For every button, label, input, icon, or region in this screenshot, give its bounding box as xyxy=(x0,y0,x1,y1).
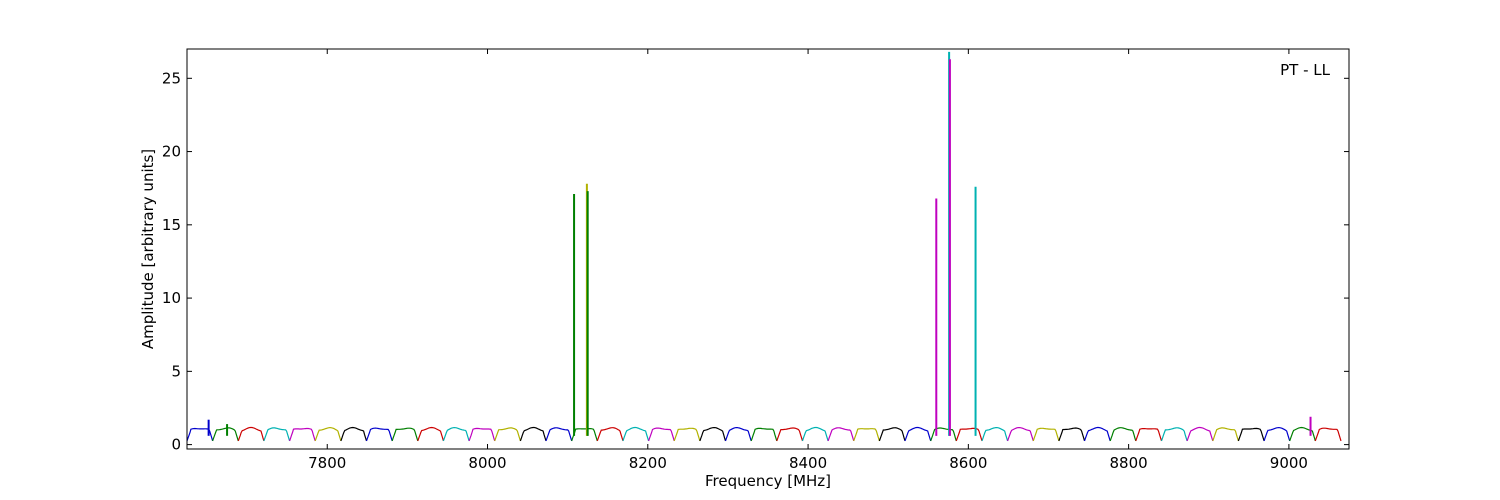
y-tick-label: 15 xyxy=(162,216,181,234)
spectrum-band-line xyxy=(981,427,1009,442)
y-tick-label: 0 xyxy=(171,436,181,454)
spectrum-band-line xyxy=(596,427,624,442)
spectrum-band-line xyxy=(776,427,804,442)
spectrum-band-line xyxy=(878,427,906,442)
spectrum-band-line xyxy=(365,427,393,442)
spectrum-band-line xyxy=(1237,427,1265,442)
spectrum-band-line xyxy=(289,427,316,442)
spectrum-band-line xyxy=(417,426,444,442)
spectrum-band-line xyxy=(648,427,675,442)
x-axis-ticks: 7800 8000 8200 8400 8600 8800 9000 xyxy=(308,49,1308,472)
plot-background xyxy=(187,49,1349,449)
spectrum-band-line xyxy=(1007,427,1034,442)
x-tick-label: 7800 xyxy=(308,454,346,472)
spectrum-band-line xyxy=(263,427,291,442)
x-tick-label: 8600 xyxy=(949,454,987,472)
spectrum-band-line xyxy=(212,427,239,442)
spectrum-band-line xyxy=(468,427,496,442)
spectrum-band-line xyxy=(340,426,368,442)
spectrum-band-line xyxy=(622,426,650,442)
spectrum-band-line xyxy=(571,428,598,442)
y-tick-label: 10 xyxy=(162,289,181,307)
x-tick-label: 8200 xyxy=(629,454,667,472)
spectrum-band-line xyxy=(955,427,983,442)
spectrum-band-line xyxy=(494,427,521,442)
spectrum-band-line xyxy=(1032,427,1060,442)
x-tick-label: 9000 xyxy=(1270,454,1308,472)
x-tick-label: 8800 xyxy=(1110,454,1148,472)
spectrum-band-line xyxy=(1314,427,1342,442)
spectrum-band-line xyxy=(1186,426,1214,442)
x-axis-label: Frequency [MHz] xyxy=(705,472,831,490)
x-tick-label: 8400 xyxy=(789,454,827,472)
spectrum-band-line xyxy=(673,427,701,442)
y-tick-label: 25 xyxy=(162,69,181,87)
spectrum-band-line xyxy=(750,427,778,442)
spectrum-band-line xyxy=(1212,427,1239,442)
y-tick-label: 5 xyxy=(171,362,181,380)
spectrum-spikes xyxy=(207,51,1312,436)
spectrum-band-line xyxy=(853,428,880,442)
spectrum-band-line xyxy=(904,426,932,442)
chart-annotation: PT - LL xyxy=(1280,61,1331,79)
spectrum-band-line xyxy=(314,426,342,442)
spectrum-band-line xyxy=(391,427,419,442)
spectrum-band-line xyxy=(1109,427,1137,442)
spectrum-band-line xyxy=(545,427,573,442)
spectrum-band-line xyxy=(930,427,957,442)
spectrum-band-line xyxy=(699,427,727,442)
spectrum-band-line xyxy=(1135,428,1163,442)
y-axis-label: Amplitude [arbitrary units] xyxy=(139,149,157,349)
x-tick-label: 8000 xyxy=(468,454,506,472)
spectrum-band-line xyxy=(1160,427,1188,442)
spectrum-band-line xyxy=(1058,427,1086,442)
spectrum-band-line xyxy=(724,427,752,442)
spectrum-band-line xyxy=(519,426,547,442)
y-tick-label: 20 xyxy=(162,143,181,161)
spectrum-band-line xyxy=(1263,426,1291,442)
spectrum-band-line xyxy=(801,426,829,442)
spectrum-band-line xyxy=(827,427,855,442)
spectrum-band-line xyxy=(1083,426,1111,442)
spectrum-lines xyxy=(186,426,1342,442)
y-axis-ticks: 0 5 10 15 20 25 xyxy=(162,69,1349,454)
spectrum-band-line xyxy=(237,426,265,442)
plot-frame xyxy=(186,48,1350,450)
spectrum-band-line xyxy=(442,426,470,442)
